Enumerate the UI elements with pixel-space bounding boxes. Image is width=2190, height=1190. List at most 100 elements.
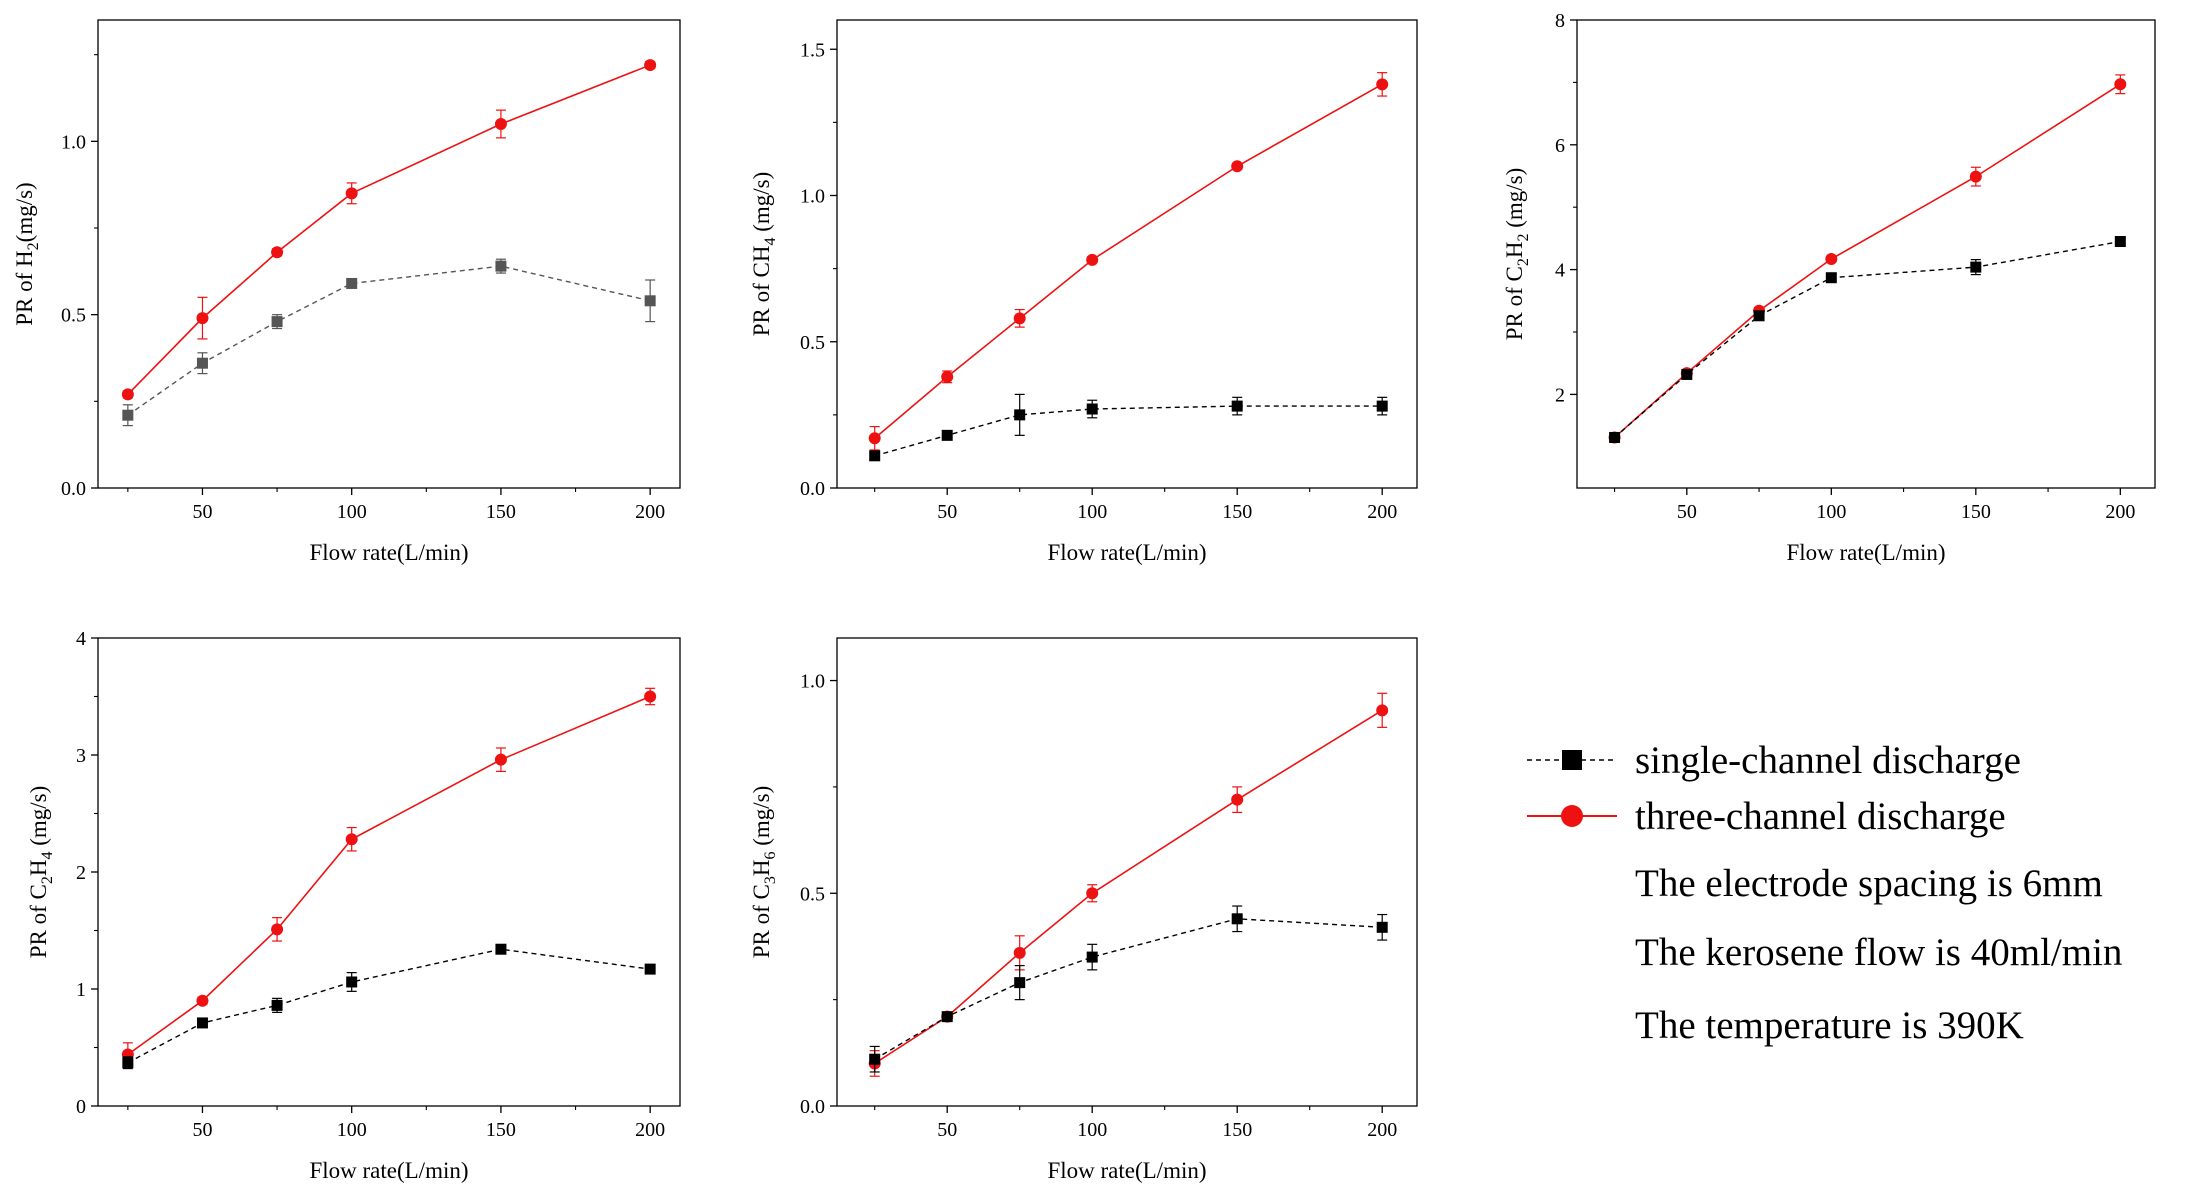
x-tick-label: 100 <box>337 1119 367 1141</box>
x-tick-label: 200 <box>1367 501 1397 523</box>
data-point-circle <box>196 312 209 325</box>
axes-frame <box>1576 19 2156 489</box>
y-tick-label: 2 <box>76 862 86 884</box>
x-tick-label: 100 <box>1816 501 1846 523</box>
x-tick-label: 50 <box>937 501 957 523</box>
data-point-square <box>1231 400 1243 412</box>
x-tick-label: 200 <box>635 1119 665 1141</box>
data-point-circle <box>271 923 284 936</box>
y-tick-label: 1.5 <box>800 39 825 61</box>
data-point-square <box>644 295 656 307</box>
legend-label-single-channel: single-channel discharge <box>1635 739 2021 782</box>
single-channel-line <box>1614 240 2121 438</box>
x-tick-label: 50 <box>192 501 212 523</box>
data-point-square <box>941 1011 953 1023</box>
x-tick-label: 50 <box>192 1119 212 1141</box>
data-point-square <box>1086 951 1098 963</box>
data-point-circle <box>1086 253 1099 266</box>
data-point-square <box>271 999 283 1011</box>
data-point-circle <box>644 690 657 703</box>
data-point-circle <box>941 370 954 383</box>
data-point-circle <box>1013 312 1026 325</box>
y-tick-label: 6 <box>1555 135 1565 157</box>
x-axis-title: Flow rate(L/min) <box>1047 1158 1206 1183</box>
x-tick-label: 200 <box>635 501 665 523</box>
x-axis-title: Flow rate(L/min) <box>309 540 468 565</box>
data-point-circle <box>121 388 134 401</box>
legend-marker-circle <box>1561 805 1583 827</box>
plot-area: 50 100 150 200 0.0 0.5 1.0 <box>61 19 681 523</box>
axes-frame <box>836 637 1418 1107</box>
chart-c2h2: Flow rate(L/min) PR of C2H2 (mg/s) 50 100… <box>1502 10 2156 565</box>
x-tick-label: 50 <box>1677 501 1697 523</box>
single-channel-line <box>127 948 651 1064</box>
y-axis-title: PR of H2(mg/s) <box>12 182 42 325</box>
data-point-circle <box>1376 78 1389 91</box>
y-tick-label: 0.5 <box>800 332 825 354</box>
y-tick-label: 4 <box>1555 260 1565 282</box>
x-axis-title: Flow rate(L/min) <box>309 1158 468 1183</box>
data-point-circle <box>271 246 284 259</box>
series-three-channel <box>868 72 1389 451</box>
y-axis-title: PR of C2H2 (mg/s) <box>1502 168 1532 341</box>
three-channel-line <box>1614 83 2121 439</box>
data-point-circle <box>1086 887 1099 900</box>
plot-area: 50 100 150 200 0.0 0.5 1.0 1.5 <box>800 19 1418 523</box>
x-tick-label: 150 <box>1222 501 1252 523</box>
y-tick-label: 0.5 <box>800 883 825 905</box>
data-point-square <box>2114 236 2126 248</box>
data-point-square <box>122 409 134 421</box>
plot-area: 50 100 150 200 2 4 6 8 <box>1555 10 2156 523</box>
y-tick-label: 0.0 <box>800 1096 825 1118</box>
single-channel-line <box>127 265 651 416</box>
legend-note-electrode-spacing: The electrode spacing is 6mm <box>1635 862 2103 905</box>
data-point-circle <box>868 432 881 445</box>
three-channel-line <box>127 64 651 395</box>
y-tick-label: 0.0 <box>61 478 86 500</box>
data-point-square <box>346 277 358 289</box>
data-point-circle <box>1376 704 1389 717</box>
plot-area: 50 100 150 200 0.0 0.5 1.0 <box>800 637 1418 1141</box>
data-point-square <box>1376 400 1388 412</box>
y-axis-title: PR of C3H6 (mg/s) <box>749 786 779 959</box>
data-point-circle <box>1231 160 1244 173</box>
series-single-channel <box>122 943 656 1070</box>
x-tick-label: 200 <box>1367 1119 1397 1141</box>
plot-area: 50 100 150 200 0 1 2 3 4 <box>76 628 681 1141</box>
data-point-square <box>1376 921 1388 933</box>
data-point-square <box>346 976 358 988</box>
data-point-square <box>495 260 507 272</box>
data-point-square <box>495 943 507 955</box>
data-point-square <box>271 316 283 328</box>
series-single-channel <box>869 905 1388 1073</box>
data-point-circle <box>494 118 507 130</box>
data-point-square <box>1014 409 1026 421</box>
x-tick-label: 150 <box>1222 1119 1252 1141</box>
series-three-channel <box>868 692 1389 1077</box>
data-point-square <box>1609 431 1621 443</box>
data-point-circle <box>2114 78 2127 91</box>
legend-marker-square <box>1562 750 1582 770</box>
chart-ch4: Flow rate(L/min) PR of CH4 (mg/s) 50 100 1… <box>749 19 1418 565</box>
data-point-square <box>1970 261 1982 273</box>
axes-frame <box>836 19 1418 489</box>
y-tick-label: 0.0 <box>800 478 825 500</box>
data-point-square <box>196 1017 208 1029</box>
chart-c2h4: Flow rate(L/min) PR of C2H4 (mg/s) 50 100… <box>26 628 681 1183</box>
three-channel-line <box>874 83 1383 439</box>
data-point-circle <box>1231 793 1244 806</box>
data-point-circle <box>644 59 657 72</box>
x-tick-label: 100 <box>1077 1119 1107 1141</box>
data-point-circle <box>345 833 358 846</box>
y-tick-label: 8 <box>1555 10 1565 32</box>
data-point-square <box>869 1053 881 1065</box>
axes-frame <box>97 637 681 1107</box>
legend-entry-single-channel: single-channel discharge <box>1527 739 2021 782</box>
series-three-channel <box>121 687 657 1067</box>
axes-frame <box>97 19 681 489</box>
legend: single-channel discharge three-channel d… <box>1527 739 2122 1047</box>
y-axis-title: PR of C2H4 (mg/s) <box>26 786 56 959</box>
data-point-square <box>941 429 953 441</box>
x-tick-label: 150 <box>486 1119 516 1141</box>
